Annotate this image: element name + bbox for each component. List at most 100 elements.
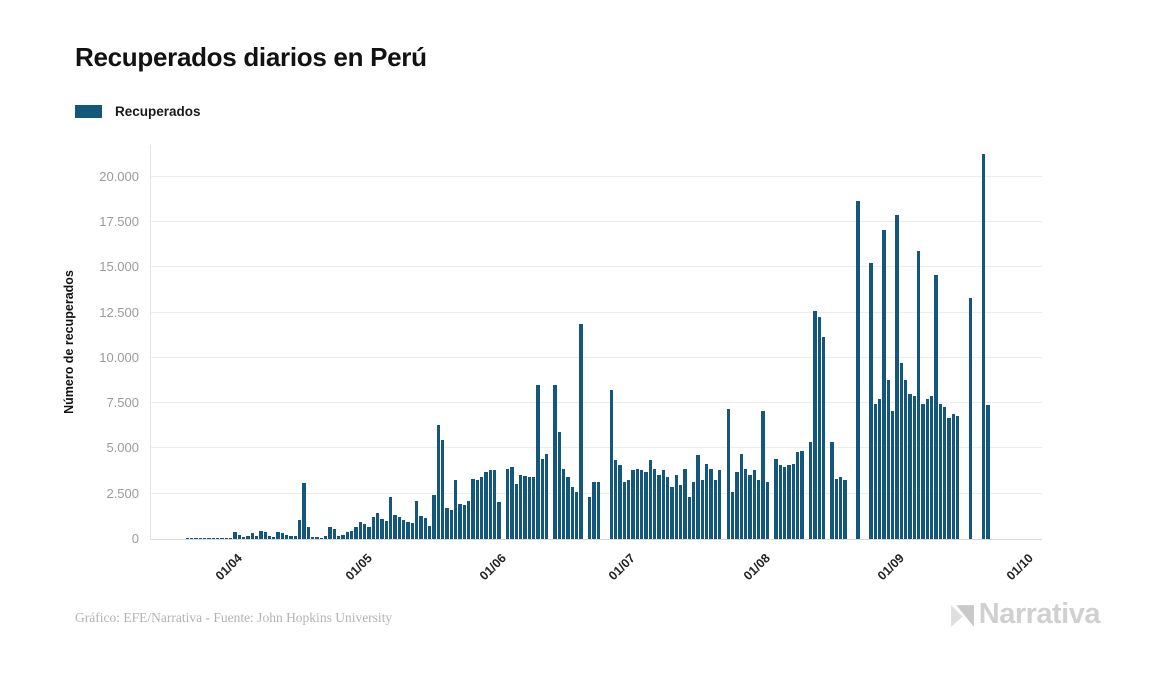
bar (609, 389, 614, 539)
bar (427, 525, 432, 539)
bar (419, 516, 423, 539)
bar (466, 500, 471, 539)
bar (471, 479, 475, 539)
bar (800, 450, 804, 539)
bar (384, 520, 389, 539)
chart-title: Recuperados diarios en Perú (75, 42, 427, 72)
bar (250, 533, 254, 539)
bar (263, 531, 267, 539)
bar (298, 519, 302, 539)
bar (878, 398, 882, 539)
bar (510, 466, 514, 539)
x-tick-label-01-07: 01/07 (606, 551, 639, 584)
bar (302, 482, 306, 539)
bar (791, 463, 795, 539)
bar (536, 385, 540, 539)
bar (808, 442, 813, 539)
bar (458, 503, 462, 539)
bar (367, 527, 371, 539)
bar (233, 532, 237, 539)
y-tick-label-7500: 7.500 (106, 395, 139, 411)
y-tick-label-17500: 17.500 (99, 214, 139, 229)
bar (492, 470, 497, 539)
bar (311, 537, 315, 539)
bar (691, 481, 696, 539)
bar (704, 464, 709, 539)
source-credit: Gráfico: EFE/Narrativa - Fuente: John Ho… (75, 610, 393, 625)
x-tick-label-01-09: 01/09 (874, 551, 907, 584)
bar (657, 475, 661, 539)
bar (709, 468, 713, 539)
y-tick-label-5000: 5.000 (106, 440, 139, 456)
bar (986, 405, 990, 539)
bar (475, 480, 479, 539)
bar (787, 465, 791, 539)
gridline-17500 (151, 221, 1042, 222)
bar (730, 492, 735, 539)
bar (713, 480, 717, 539)
bar (579, 324, 583, 539)
bar (553, 385, 557, 539)
bar (726, 408, 730, 539)
x-tick-label-01-08: 01/08 (740, 551, 773, 584)
bar (402, 520, 406, 539)
bar (276, 532, 280, 539)
bar (194, 538, 198, 539)
bar (618, 465, 622, 539)
bar (211, 537, 215, 539)
legend-label: Recuperados (115, 104, 201, 119)
bar (778, 465, 782, 539)
bar (752, 470, 756, 539)
bar (670, 487, 674, 539)
bar (622, 481, 627, 539)
y-axis-title: Número de recuperados (62, 270, 77, 414)
bar (544, 453, 549, 539)
bar (354, 527, 358, 539)
bar (930, 396, 934, 539)
bar (873, 403, 878, 539)
bar (683, 468, 687, 539)
bar (393, 515, 397, 539)
x-tick-label-01-06: 01/06 (476, 551, 509, 584)
bar (523, 476, 527, 539)
bar (189, 538, 194, 539)
bar (254, 535, 259, 539)
bar (839, 476, 843, 539)
bar (917, 250, 921, 539)
bar (904, 379, 908, 539)
bar (925, 398, 930, 539)
bar (285, 535, 289, 539)
bar (570, 487, 575, 539)
bar (756, 480, 761, 539)
bar (497, 502, 501, 539)
bar (557, 431, 562, 539)
y-tick-label-2500: 2.500 (106, 485, 139, 501)
bar (735, 471, 739, 539)
bar (315, 536, 319, 539)
bar (648, 460, 653, 539)
bar (782, 466, 787, 539)
bar (224, 537, 228, 539)
legend-swatch-icon (75, 105, 102, 118)
bar (237, 534, 241, 539)
gridline-10000 (151, 356, 1042, 358)
bar (371, 517, 376, 539)
gridline-20000 (151, 175, 1042, 177)
gridline-2500 (151, 492, 1042, 494)
bar (830, 442, 834, 539)
narrativa-logo-icon (950, 605, 974, 627)
bar (363, 523, 367, 539)
bar (891, 410, 895, 539)
bar (696, 455, 700, 539)
bar (328, 527, 332, 539)
bar (592, 481, 596, 539)
bars-container (185, 145, 1021, 539)
bar (241, 537, 246, 539)
bar (440, 440, 445, 539)
bar (410, 523, 414, 539)
bar (453, 480, 458, 539)
gridline-12500 (151, 311, 1042, 313)
bar (951, 414, 955, 539)
bar (943, 406, 947, 539)
